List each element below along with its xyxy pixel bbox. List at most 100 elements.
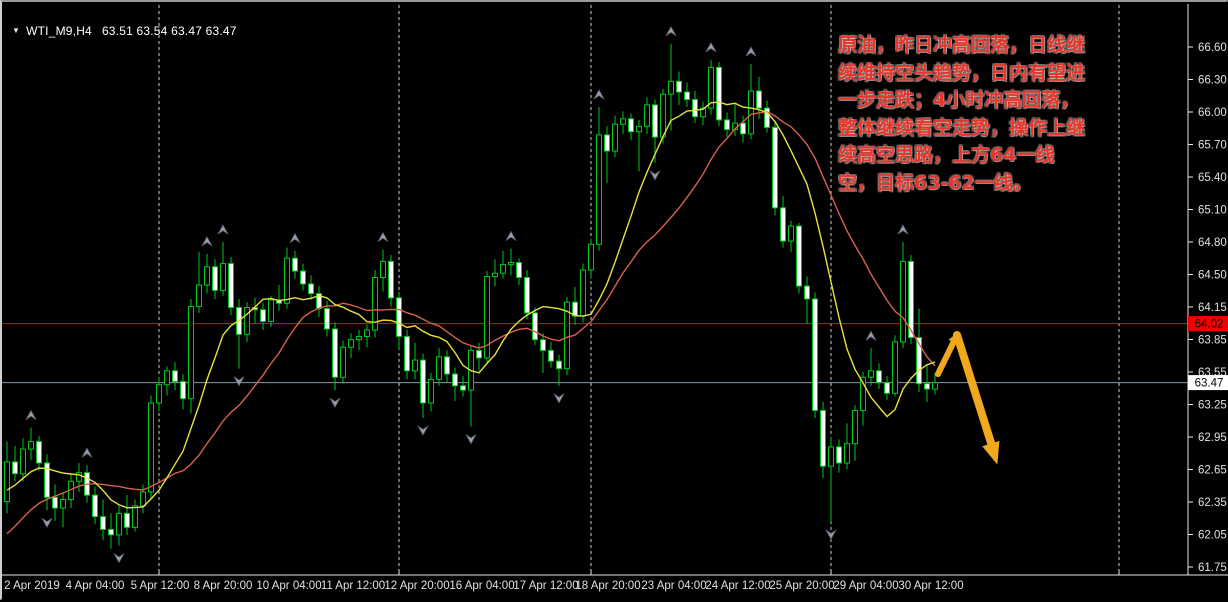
candle-bear — [876, 370, 882, 384]
x-axis-label: 4 Apr 04:00 — [66, 580, 125, 592]
fractal-down-icon — [417, 425, 429, 436]
x-axis-label: 12 Apr 20:00 — [384, 580, 449, 592]
fractal-up-icon — [377, 231, 389, 242]
candle-bull — [580, 269, 586, 317]
x-axis-label: 2 Apr 2019 — [4, 580, 60, 592]
candle-bear — [396, 297, 402, 337]
candle-bull — [268, 299, 274, 322]
candle-bear — [476, 349, 482, 359]
candle-bear — [124, 512, 130, 528]
analysis-note-line: 续高空思路，上方64一线 — [838, 144, 1055, 166]
candle-bull — [564, 301, 570, 370]
candle-bull — [588, 243, 594, 271]
candle-bear — [820, 409, 826, 467]
candle-bear — [724, 119, 730, 131]
y-axis-label: 66.60 — [1198, 42, 1227, 54]
candle-bull — [220, 263, 226, 291]
fractal-up-icon — [745, 46, 757, 57]
y-axis-label: 62.35 — [1198, 497, 1227, 509]
candle-bear — [420, 359, 426, 404]
x-axis-label: 25 Apr 20:00 — [769, 580, 834, 592]
fractal-down-icon — [113, 553, 125, 564]
fractal-down-icon — [465, 434, 477, 445]
candle-bear — [524, 277, 530, 314]
candle-bull — [140, 491, 146, 507]
candle-bear — [460, 385, 466, 391]
candle-bear — [772, 126, 778, 209]
y-axis-label: 66.30 — [1198, 75, 1227, 87]
candle-bull — [868, 370, 874, 378]
candle-bear — [804, 285, 810, 300]
candle-bull — [892, 341, 898, 394]
chevron-down-icon[interactable]: ▼ — [12, 26, 21, 35]
candle-bull — [852, 409, 858, 445]
candle-bull — [116, 512, 122, 536]
fractal-down-icon — [41, 517, 53, 528]
candle-bull — [700, 107, 706, 118]
y-axis-label: 64.15 — [1198, 302, 1227, 314]
candle-bear — [740, 122, 746, 135]
candle-bear — [516, 262, 522, 279]
candle-bear — [180, 381, 186, 400]
candle-bull — [844, 443, 850, 464]
candle-bear — [836, 446, 842, 464]
candle-bull — [900, 260, 906, 343]
analysis-note-line: 空，目标63-62一线。 — [838, 171, 1032, 194]
candle-bull — [148, 402, 154, 493]
candle-bull — [500, 264, 506, 274]
symbol-label: WTI_M9,H4 — [26, 24, 92, 38]
analysis-note-line: 一步走跌；4小时冲高回落， — [838, 89, 1080, 111]
candle-bull — [828, 446, 834, 467]
candle-bull — [748, 90, 754, 135]
x-axis-label: 16 Apr 04:00 — [449, 580, 514, 592]
y-axis-label: 62.65 — [1198, 465, 1227, 477]
y-axis-label: 65.40 — [1198, 172, 1227, 184]
ma-slow-line — [6, 111, 936, 535]
candle-bear — [548, 349, 554, 362]
candle-bull — [620, 118, 626, 125]
candle-bull — [348, 339, 354, 348]
candle-bear — [324, 308, 330, 330]
x-axis-label: 11 Apr 12:00 — [321, 580, 385, 592]
y-axis-label: 61.75 — [1198, 562, 1227, 574]
price-badge-label: 63.47 — [1195, 378, 1224, 390]
candle-bear — [36, 441, 42, 464]
fractal-up-icon — [505, 230, 517, 241]
candle-bear — [308, 283, 314, 295]
candle-bull — [932, 382, 938, 390]
candle-bear — [44, 462, 50, 498]
candle-bear — [228, 263, 234, 309]
x-axis-label: 17 Apr 12:00 — [513, 580, 578, 592]
trend-arrow-head — [948, 331, 959, 345]
candle-bull — [60, 498, 66, 509]
candle-bear — [764, 107, 770, 128]
candle-bull — [164, 370, 170, 386]
fractal-up-icon — [201, 236, 213, 247]
candle-bear — [756, 90, 762, 109]
fractal-up-icon — [665, 25, 677, 37]
fractal-down-icon — [233, 376, 245, 387]
candle-bull — [636, 125, 642, 133]
candle-bear — [12, 461, 18, 475]
y-axis-label: 62.05 — [1198, 530, 1227, 542]
candle-bull — [372, 277, 378, 331]
candle-bull — [612, 123, 618, 152]
candle-bull — [436, 356, 442, 380]
candle-bull — [4, 461, 10, 503]
candle-bull — [428, 378, 434, 404]
fractal-up-icon — [865, 330, 877, 341]
trend-arrow-shaft — [953, 331, 996, 450]
candle-bear — [884, 382, 890, 394]
candle-bear — [292, 257, 298, 272]
candle-bear — [604, 134, 610, 152]
analysis-note-line: 整体继续看空走势，操作上继 — [838, 116, 1086, 139]
fractal-up-icon — [593, 89, 605, 100]
symbol-ohlc-header: ▼ WTI_M9,H4 63.51 63.54 63.47 63.47 — [12, 24, 237, 38]
candle-bear — [212, 266, 218, 291]
candle-bear — [388, 260, 394, 299]
candle-bear — [916, 337, 922, 385]
y-axis-label: 63.25 — [1198, 400, 1227, 412]
trend-arrow-head — [982, 440, 1000, 465]
